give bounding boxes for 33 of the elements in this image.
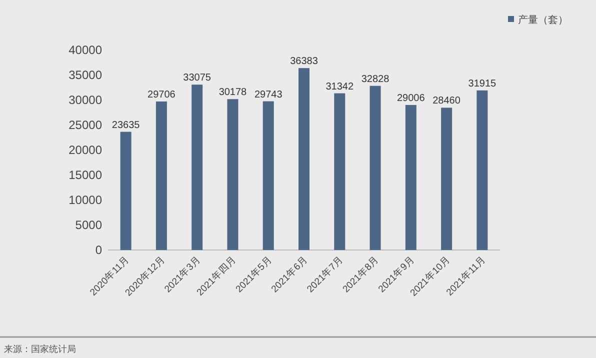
legend-label: 产量（套） xyxy=(518,14,568,26)
data-label: 29006 xyxy=(397,92,426,104)
y-tick-label: 40000 xyxy=(68,43,102,57)
y-tick-label: 35000 xyxy=(68,68,102,82)
data-label: 29743 xyxy=(254,89,283,100)
bar xyxy=(156,101,167,250)
bar xyxy=(227,99,238,250)
bar xyxy=(298,68,310,250)
y-tick-label: 0 xyxy=(95,243,102,257)
data-label: 32828 xyxy=(361,74,390,85)
source-note: 来源：国家统计局 xyxy=(4,344,76,354)
y-tick-label: 10000 xyxy=(68,193,102,207)
bar xyxy=(192,84,203,250)
bar xyxy=(476,90,488,250)
bar xyxy=(334,93,346,250)
data-label: 33075 xyxy=(183,72,212,84)
bar xyxy=(120,132,132,250)
bar xyxy=(262,101,274,250)
data-label: 29706 xyxy=(148,89,176,100)
bar xyxy=(441,108,452,250)
data-label: 36383 xyxy=(290,56,318,68)
bar xyxy=(405,104,416,250)
y-tick-label: 30000 xyxy=(68,93,102,107)
data-label: 31342 xyxy=(326,81,354,92)
y-tick-label: 5000 xyxy=(75,218,102,232)
bar xyxy=(370,86,381,250)
y-tick-label: 25000 xyxy=(68,118,102,132)
data-label: 28460 xyxy=(432,96,461,107)
data-label: 31915 xyxy=(468,78,497,90)
data-label: 30178 xyxy=(218,87,248,98)
y-tick-label: 20000 xyxy=(68,143,102,157)
data-label: 23635 xyxy=(112,120,140,131)
y-tick-label: 15000 xyxy=(68,168,102,182)
